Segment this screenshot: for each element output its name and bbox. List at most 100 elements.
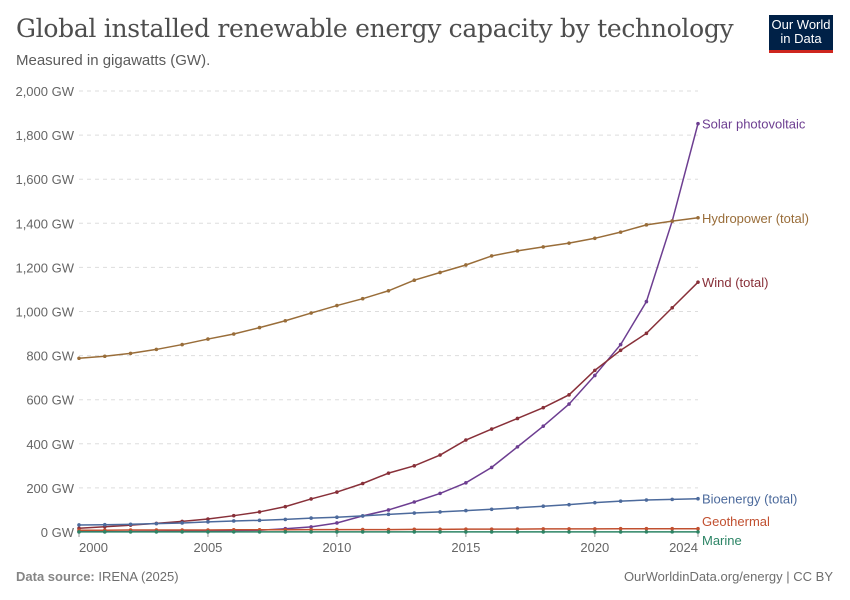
- data-point: [567, 502, 571, 507]
- data-point: [412, 500, 417, 504]
- data-point: [438, 510, 442, 514]
- y-tick-label: 200 GW: [26, 481, 74, 496]
- data-point: [593, 500, 597, 505]
- data-point: [309, 525, 313, 529]
- data-point: [618, 342, 623, 347]
- y-tick-label: 1,000 GW: [15, 305, 74, 320]
- data-point: [257, 510, 262, 514]
- data-point: [283, 530, 288, 534]
- data-point: [360, 530, 365, 534]
- data-point: [128, 522, 133, 527]
- data-point: [618, 526, 623, 531]
- series-label: Solar photovoltaic: [702, 117, 806, 132]
- data-point: [438, 491, 442, 496]
- data-point: [309, 497, 313, 501]
- data-point: [283, 504, 288, 509]
- data-point: [489, 507, 494, 512]
- data-point: [335, 303, 339, 308]
- data-point: [567, 530, 571, 534]
- data-point: [438, 270, 442, 275]
- data-point: [257, 518, 262, 523]
- data-point: [670, 497, 675, 502]
- y-tick-label: 2,000 GW: [15, 84, 74, 99]
- data-point: [644, 331, 649, 336]
- data-point: [618, 348, 623, 353]
- data-point: [567, 527, 571, 531]
- y-tick-label: 600 GW: [26, 393, 74, 408]
- y-tick-label: 1,600 GW: [15, 172, 74, 187]
- data-point: [180, 342, 184, 347]
- data-point: [670, 305, 675, 310]
- data-point: [77, 523, 81, 527]
- data-point: [206, 520, 210, 524]
- data-point: [206, 517, 210, 521]
- data-point: [360, 296, 365, 301]
- data-point: [438, 527, 442, 532]
- data-point: [696, 530, 700, 534]
- data-point: [644, 223, 649, 227]
- data-point: [593, 530, 597, 534]
- data-point: [696, 526, 700, 531]
- data-point: [541, 530, 546, 534]
- data-point: [593, 373, 597, 378]
- owid-logo[interactable]: Our World in Data: [769, 15, 833, 53]
- x-tick-label: 2005: [193, 540, 222, 555]
- data-point: [412, 511, 417, 515]
- data-point: [644, 530, 649, 534]
- y-tick-label: 0 GW: [41, 525, 75, 540]
- x-tick-label: 2015: [451, 540, 480, 555]
- data-point: [567, 241, 571, 245]
- data-point: [386, 288, 391, 293]
- data-point: [696, 280, 700, 284]
- data-point: [464, 481, 468, 485]
- y-tick-label: 1,800 GW: [15, 128, 74, 143]
- data-point: [309, 530, 313, 534]
- data-point: [412, 278, 417, 282]
- chart-title: Global installed renewable energy capaci…: [16, 14, 734, 43]
- x-tick-label: 2024: [669, 540, 698, 555]
- x-tick-label: 2000: [79, 540, 108, 555]
- data-point: [515, 527, 520, 531]
- source-link[interactable]: IRENA (2025): [98, 569, 179, 584]
- series-label: Geothermal: [702, 514, 770, 529]
- series-line: [78, 281, 699, 530]
- data-point: [128, 530, 133, 534]
- data-point: [231, 332, 236, 336]
- data-point: [206, 530, 210, 534]
- data-point: [670, 530, 675, 534]
- data-point: [541, 245, 546, 249]
- data-point: [77, 356, 81, 361]
- data-point: [464, 527, 468, 531]
- data-point: [335, 515, 339, 520]
- credit-link[interactable]: OurWorldinData.org/energy | CC BY: [623, 569, 833, 584]
- data-point: [102, 522, 107, 527]
- data-point: [335, 490, 339, 494]
- data-point: [489, 427, 494, 431]
- series-label: Hydropower (total): [702, 211, 809, 226]
- data-point: [464, 438, 468, 442]
- data-point: [438, 453, 442, 457]
- data-point: [412, 464, 417, 468]
- data-point: [257, 325, 262, 330]
- data-point: [644, 498, 649, 502]
- x-tick-label: 2010: [322, 540, 351, 555]
- data-point: [489, 530, 494, 534]
- source-label: Data source:: [16, 569, 95, 584]
- y-tick-label: 800 GW: [26, 349, 74, 364]
- data-point: [541, 504, 546, 509]
- data-point: [515, 530, 520, 534]
- data-point: [670, 526, 675, 531]
- data-point: [231, 519, 236, 523]
- y-tick-label: 1,200 GW: [15, 260, 74, 275]
- data-point: [464, 530, 468, 534]
- data-point: [283, 318, 288, 323]
- data-point: [593, 236, 597, 241]
- data-point: [283, 517, 288, 522]
- data-point: [464, 263, 468, 267]
- data-point: [593, 368, 597, 373]
- series-line: [78, 497, 699, 526]
- data-point: [206, 337, 210, 341]
- data-point: [515, 445, 520, 449]
